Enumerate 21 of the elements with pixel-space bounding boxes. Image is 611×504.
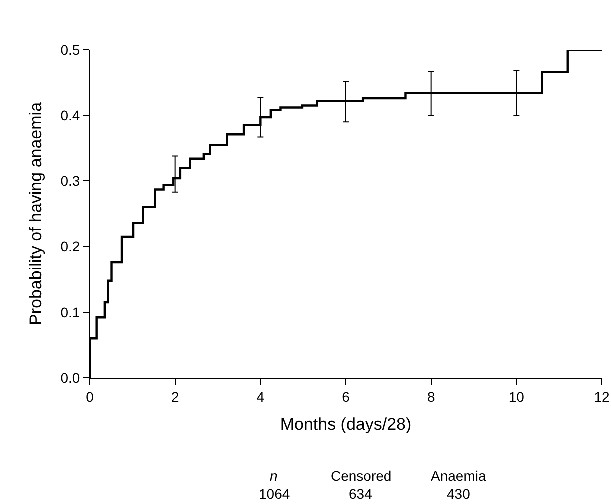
x-tick-label: 0	[86, 388, 94, 405]
text: 1064	[259, 486, 290, 502]
x-tick-label: 4	[256, 388, 265, 405]
text: Anaemia	[431, 468, 486, 484]
text: n	[270, 468, 278, 484]
x-tick-label: 6	[342, 388, 350, 405]
y-tick-label: 0.0	[60, 370, 80, 386]
y-tick-label: 0.3	[60, 173, 80, 190]
y-tick-label: 0.5	[60, 42, 80, 58]
text: 634	[349, 486, 373, 502]
y-tick-label: 0.2	[60, 238, 80, 255]
x-tick-label: 12	[594, 388, 610, 405]
text: 430	[447, 486, 471, 502]
y-axis-title: Probability of having anaemia	[26, 102, 46, 326]
x-tick-label: 2	[171, 388, 180, 405]
y-tick-label: 0.4	[60, 108, 80, 124]
y-tick-label: 0.1	[60, 304, 80, 320]
x-tick-label: 10	[508, 388, 525, 405]
x-tick-label: 8	[427, 388, 436, 405]
text: Censored	[331, 468, 392, 484]
x-axis-title: Months (days/28)	[280, 415, 412, 434]
